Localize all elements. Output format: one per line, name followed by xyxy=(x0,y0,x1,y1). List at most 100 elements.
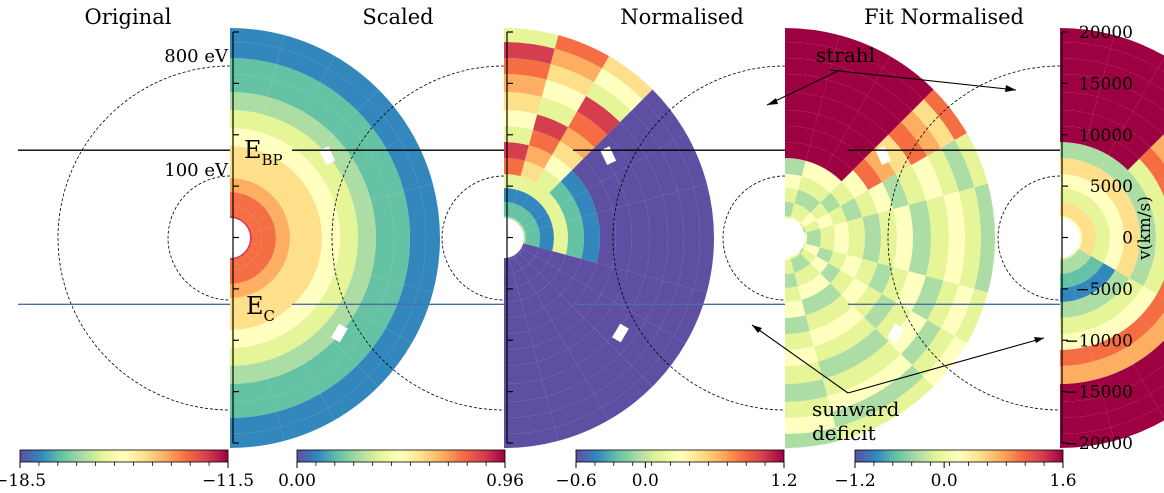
heatmap-cell xyxy=(1060,299,1081,318)
heatmap-cell xyxy=(583,294,615,329)
heatmap-cell xyxy=(258,114,294,143)
colorbar-tick-label: 0.96 xyxy=(486,471,524,491)
heatmap-cell xyxy=(799,248,805,254)
heatmap-cell xyxy=(1060,58,1107,80)
heatmap-cell xyxy=(794,269,810,287)
heatmap-cell xyxy=(249,222,261,233)
heatmap-cell xyxy=(805,145,833,169)
heatmap-cell xyxy=(303,238,322,262)
heatmap-cell xyxy=(825,154,853,182)
heatmap-cell xyxy=(276,393,328,428)
sunward-label: sunward xyxy=(812,397,900,421)
heatmap-cell xyxy=(1060,110,1094,130)
heatmap-cell xyxy=(1097,79,1142,112)
circle-100ev xyxy=(722,175,786,301)
heatmap-cell xyxy=(1158,404,1164,419)
heatmap-cell xyxy=(246,198,263,216)
heatmap-cell xyxy=(1156,279,1164,299)
heatmap-cell xyxy=(895,165,927,205)
heatmap-cell xyxy=(251,229,262,238)
heatmap-cell xyxy=(357,328,400,377)
heatmap-cell xyxy=(1088,114,1124,142)
heatmap-cell xyxy=(356,275,389,320)
heatmap-cell xyxy=(281,200,304,223)
heatmap-cell xyxy=(954,288,988,343)
heatmap-cell xyxy=(785,142,810,161)
heatmap-cell xyxy=(1079,232,1082,238)
heatmap-cell xyxy=(1060,286,1077,302)
heatmap-cell xyxy=(825,294,853,322)
heatmap-cell xyxy=(269,249,288,268)
heatmap-cell xyxy=(797,281,817,300)
heatmap-cell xyxy=(600,266,628,302)
heatmap-cell xyxy=(849,111,889,148)
heatmap-cell xyxy=(253,131,285,159)
heatmap-cell xyxy=(1080,307,1108,331)
heatmap-cell xyxy=(504,142,529,161)
heatmap-cell xyxy=(835,35,890,69)
heatmap-cell xyxy=(833,305,865,335)
heatmap-cell xyxy=(532,334,568,362)
heatmap-cell xyxy=(258,333,294,362)
data-gap xyxy=(45,146,62,165)
heatmap-cell xyxy=(514,252,520,258)
heatmap-cell xyxy=(523,243,539,256)
heatmap-cell xyxy=(1092,168,1117,193)
heatmap-cell xyxy=(1106,48,1158,83)
heatmap-cell xyxy=(245,164,268,187)
heatmap-cell xyxy=(312,353,358,394)
heatmap-cell xyxy=(1070,252,1076,258)
deficit-arrowhead-right xyxy=(1034,337,1044,343)
heatmap-cell xyxy=(241,210,253,223)
heatmap-cell xyxy=(504,427,559,448)
data-gap xyxy=(746,64,765,77)
heatmap-cell xyxy=(1085,256,1104,274)
heatmap-cell xyxy=(230,344,264,366)
heatmap-cell xyxy=(828,206,847,226)
heatmap-cell xyxy=(875,134,912,174)
data-gap xyxy=(331,323,348,343)
heatmap-cell xyxy=(619,110,660,156)
heatmap-cell xyxy=(307,147,341,183)
heatmap-cell xyxy=(1065,216,1071,221)
heatmap-cell xyxy=(1127,286,1157,318)
heatmap-cell xyxy=(1091,213,1109,229)
heatmap-cell xyxy=(536,168,561,193)
heatmap-cell xyxy=(785,427,840,448)
heatmap-cell xyxy=(619,320,660,366)
heatmap-cell xyxy=(504,346,538,366)
heatmap-cell xyxy=(820,263,841,284)
heatmap-cell xyxy=(846,217,865,238)
colorbar xyxy=(296,449,506,463)
heatmap-cell xyxy=(1152,210,1164,238)
heatmap-cell xyxy=(403,238,426,289)
heatmap-cell xyxy=(320,134,357,174)
heatmap-cell xyxy=(785,188,798,204)
colorbar-tick-label: 0.0 xyxy=(931,471,958,491)
heatmap-cell xyxy=(509,216,515,221)
heatmap-cell xyxy=(813,114,849,142)
heatmap-cell xyxy=(596,238,616,267)
data-gap xyxy=(1021,64,1040,77)
heatmap-cell xyxy=(504,299,525,318)
heatmap-cell xyxy=(1097,364,1142,397)
heatmap-cell xyxy=(568,111,608,148)
heatmap-cell xyxy=(547,206,566,226)
heatmap-cell xyxy=(340,271,372,311)
heatmap-cell xyxy=(554,407,609,441)
colorbar-tick-label: −11.5 xyxy=(202,471,254,491)
heatmap-cell xyxy=(586,353,632,394)
heatmap-cell xyxy=(283,276,310,304)
heatmap-cell xyxy=(528,129,560,155)
heatmap-cell xyxy=(560,170,588,198)
heatmap-cell xyxy=(785,346,819,366)
heatmap-cell xyxy=(677,187,700,238)
heatmap-cell xyxy=(552,221,568,238)
data-gap xyxy=(125,65,145,82)
heatmap-cell xyxy=(504,74,547,97)
heatmap-cell xyxy=(1115,198,1138,222)
heatmap-cell xyxy=(800,249,817,264)
heatmap-cell xyxy=(247,243,252,249)
heatmap-cell xyxy=(864,294,896,329)
heatmap-cell xyxy=(841,170,869,198)
